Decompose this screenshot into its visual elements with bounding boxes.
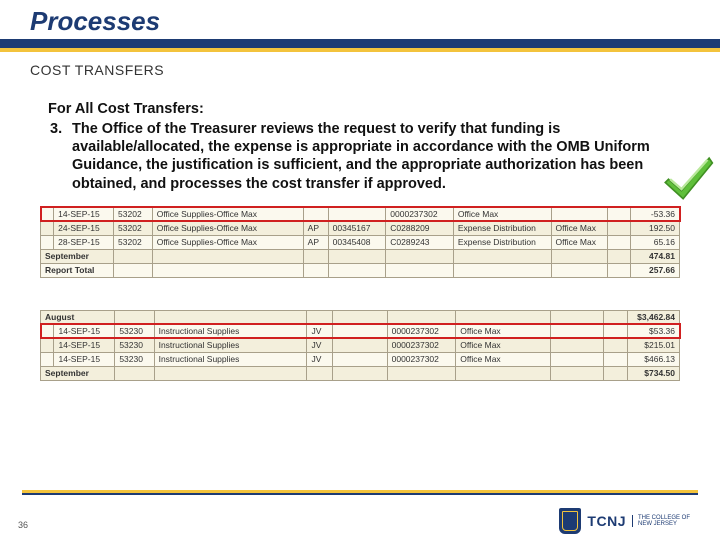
tcnj-logo: TCNJ THE COLLEGE OF NEW JERSEY: [559, 508, 690, 534]
list-item-body: The Office of the Treasurer reviews the …: [72, 120, 672, 193]
table-row: 14-SEP-15 53230 Instructional Supplies J…: [41, 352, 680, 366]
ledger-table-1: 14-SEP-15 53202 Office Supplies-Office M…: [40, 207, 680, 278]
footer-rule-navy: [22, 493, 698, 495]
list-number: 3.: [48, 120, 72, 193]
table-total-row: Report Total 257.66: [41, 263, 680, 277]
table-row: 14-SEP-15 53230 Instructional Supplies J…: [41, 324, 680, 338]
ledger-table-2: August $3,462.84 14-SEP-15 53230 Instruc…: [40, 310, 680, 381]
checkmark-icon: [662, 150, 714, 202]
page-title: Processes: [30, 6, 720, 37]
table-row: 28-SEP-15 53202 Office Supplies-Office M…: [41, 235, 680, 249]
page-number: 36: [18, 520, 28, 530]
logo-subtext: THE COLLEGE OF NEW JERSEY: [632, 515, 690, 527]
table-subtotal-row: September 474.81: [41, 249, 680, 263]
table-row: 14-SEP-15 53202 Office Supplies-Office M…: [41, 207, 680, 221]
shield-icon: [559, 508, 581, 534]
table-header-row: August $3,462.84: [41, 310, 680, 324]
table-row: 14-SEP-15 53230 Instructional Supplies J…: [41, 338, 680, 352]
footer: 36 TCNJ THE COLLEGE OF NEW JERSEY: [0, 490, 720, 540]
table-subtotal-row: September $734.50: [41, 366, 680, 380]
content-heading: For All Cost Transfers:: [48, 100, 672, 118]
logo-text: TCNJ: [587, 513, 626, 529]
page-subtitle: COST TRANSFERS: [0, 52, 720, 78]
rule-navy: [0, 39, 720, 48]
table-row: 24-SEP-15 53202 Office Supplies-Office M…: [41, 221, 680, 235]
